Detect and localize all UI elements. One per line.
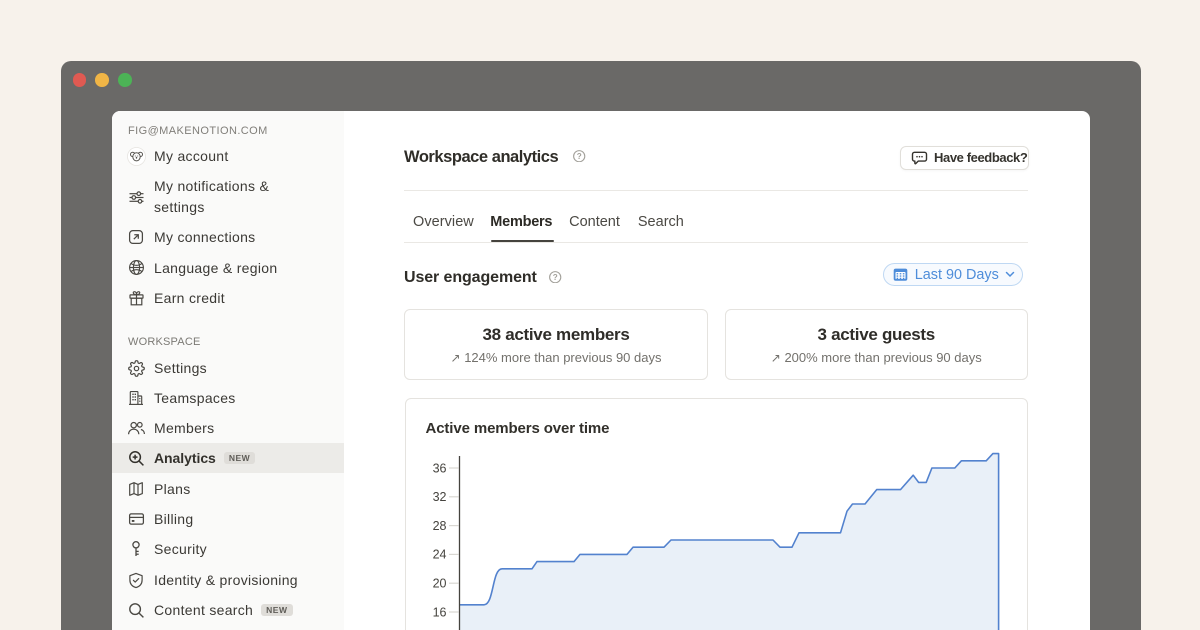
svg-text:?: ? (577, 152, 582, 161)
svg-text:28: 28 (433, 519, 447, 533)
svg-text:16: 16 (433, 605, 447, 619)
svg-text:32: 32 (433, 490, 447, 504)
svg-text:36: 36 (433, 461, 447, 475)
svg-text:?: ? (553, 273, 558, 282)
svg-text:20: 20 (433, 577, 447, 591)
svg-text:24: 24 (433, 548, 447, 562)
